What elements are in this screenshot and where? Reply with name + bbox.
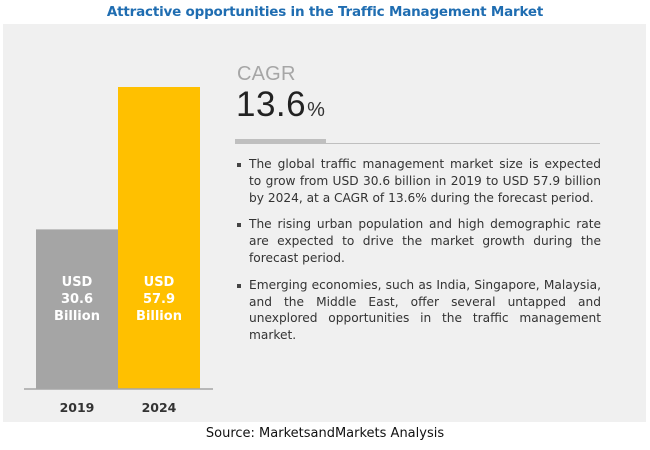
highlight-item: The rising urban population and high dem… xyxy=(236,216,601,266)
cagr-underline-accent xyxy=(235,139,326,144)
cagr-label: CAGR xyxy=(237,63,296,85)
source-note: Source: MarketsandMarkets Analysis xyxy=(205,426,445,441)
bar-label-unit: Billion xyxy=(136,309,182,324)
highlight-text: Emerging economies, such as India, Singa… xyxy=(249,277,601,343)
bar-label-currency: USD xyxy=(61,275,93,290)
bullet-square-icon xyxy=(237,163,241,167)
bar-label-unit: Billion xyxy=(54,309,100,324)
cagr-unit: % xyxy=(307,99,326,121)
bullet-square-icon xyxy=(237,223,241,228)
cagr-underline-rule xyxy=(326,143,600,144)
highlight-item: The global traffic management market siz… xyxy=(236,156,601,206)
bar-2019 xyxy=(36,229,118,389)
bar-label-2024: USD 57.9 Billion xyxy=(118,274,200,325)
cagr-value: 13.6% xyxy=(236,85,325,125)
bar-label-value: 30.6 xyxy=(60,292,94,307)
bar-label-2019: USD 30.6 Billion xyxy=(36,274,118,325)
x-tick-label-2024: 2024 xyxy=(141,400,177,415)
chart-title: Attractive opportunities in the Traffic … xyxy=(106,4,544,20)
highlight-text: The global traffic management market siz… xyxy=(249,157,601,205)
highlight-text: The rising urban population and high dem… xyxy=(249,217,601,265)
highlight-item: Emerging economies, such as India, Singa… xyxy=(236,277,601,344)
cagr-number: 13.6 xyxy=(236,85,307,124)
bar-label-currency: USD xyxy=(143,275,175,290)
bar-label-value: 57.9 xyxy=(142,292,176,307)
bullet-square-icon xyxy=(237,283,241,288)
x-tick-label-2019: 2019 xyxy=(59,400,95,415)
highlights-list: The global traffic management market siz… xyxy=(236,156,601,354)
bar-2024 xyxy=(118,87,200,389)
